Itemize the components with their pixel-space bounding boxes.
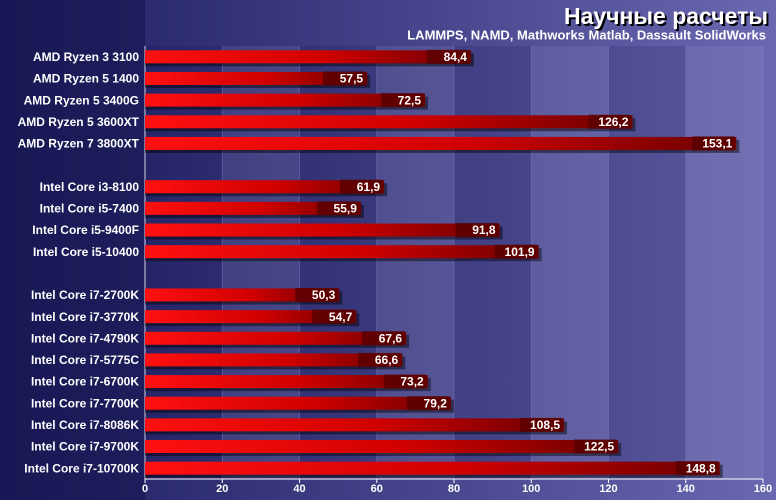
value-label: 72,5	[398, 93, 422, 107]
value-label: 108,5	[530, 418, 560, 432]
bar	[145, 331, 407, 345]
x-tick-label: 40	[293, 483, 305, 495]
value-label: 126,2	[598, 115, 628, 129]
value-label: 73,2	[400, 375, 424, 389]
value-label-box	[383, 374, 426, 389]
y-tick-label: Intel Core i5-7400	[40, 202, 140, 216]
value-label: 91,8	[472, 223, 496, 237]
value-label-box	[406, 396, 449, 411]
x-tick-label: 0	[142, 483, 148, 495]
bar	[145, 396, 451, 410]
bar	[145, 288, 340, 302]
x-tick-label: 60	[371, 483, 383, 495]
x-tick-label: 160	[754, 483, 772, 495]
bar	[145, 180, 385, 194]
plot-band	[608, 46, 686, 479]
plot-band	[685, 46, 763, 479]
bar	[145, 136, 737, 150]
bar	[145, 71, 368, 85]
bar	[145, 93, 426, 107]
bar	[145, 461, 720, 475]
title-shadow: Научные расчеты	[566, 5, 770, 31]
bar	[145, 223, 500, 237]
y-tick-label: AMD Ryzen 5 3400G	[24, 93, 139, 107]
bar	[145, 418, 565, 432]
value-label-box	[520, 417, 563, 432]
y-tick-label: Intel Core i7-10700K	[24, 461, 139, 475]
value-label: 54,7	[329, 310, 353, 324]
y-tick-label: AMD Ryzen 3 3100	[33, 50, 139, 64]
y-tick-label: Intel Core i7-5775C	[31, 353, 139, 367]
x-tick-label: 20	[216, 483, 228, 495]
value-label-box	[316, 201, 359, 216]
value-label: 61,9	[357, 180, 381, 194]
x-tick-label: 120	[599, 483, 617, 495]
x-tick-label: 140	[677, 483, 695, 495]
value-label: 66,6	[375, 353, 399, 367]
value-label-box	[323, 71, 366, 86]
value-label: 57,5	[340, 72, 364, 86]
x-tick-label: 100	[522, 483, 540, 495]
y-tick-label: Intel Core i7-6700K	[31, 375, 139, 389]
value-label-box	[574, 439, 617, 454]
plot-band	[531, 46, 609, 479]
value-label-box	[494, 244, 537, 259]
bar	[145, 115, 633, 129]
bar	[145, 375, 428, 389]
value-label-box	[295, 287, 338, 302]
value-label: 55,9	[334, 202, 358, 216]
value-label-box	[340, 179, 383, 194]
y-tick-label: Intel Core i5-10400	[33, 245, 139, 259]
value-label: 84,4	[444, 50, 468, 64]
label-panel	[0, 0, 145, 500]
value-label-box	[455, 223, 498, 238]
value-label-box	[588, 114, 631, 129]
value-label: 148,8	[686, 461, 716, 475]
value-label: 50,3	[312, 288, 336, 302]
bar	[145, 50, 471, 64]
plot-band	[145, 46, 223, 479]
value-label: 101,9	[505, 245, 535, 259]
y-tick-label: AMD Ryzen 5 1400	[33, 72, 139, 86]
y-tick-label: Intel Core i7-8086K	[31, 418, 139, 432]
chart-title: Научные расчеты	[564, 3, 768, 29]
value-label-box	[381, 93, 424, 108]
value-label-box	[692, 136, 735, 151]
y-tick-label: AMD Ryzen 7 3800XT	[18, 137, 140, 151]
y-tick-label: Intel Core i7-2700K	[31, 288, 139, 302]
x-tick-label: 80	[448, 483, 460, 495]
plot-band	[454, 46, 532, 479]
bar	[145, 245, 539, 259]
value-label-box	[675, 461, 718, 476]
chart-subtitle: LAMMPS, NAMD, Mathworks Matlab, Dassault…	[407, 27, 766, 42]
value-label-box	[312, 309, 355, 324]
bar	[145, 310, 357, 324]
plot-band	[376, 46, 454, 479]
y-tick-label: Intel Core i5-9400F	[32, 223, 139, 237]
value-label-box	[358, 352, 401, 367]
value-label-box	[362, 331, 405, 346]
bar	[145, 201, 361, 215]
y-tick-label: AMD Ryzen 5 3600XT	[18, 115, 140, 129]
y-tick-label: Intel Core i3-8100	[40, 180, 140, 194]
plot-band	[299, 46, 377, 479]
bar	[145, 440, 619, 454]
value-label: 122,5	[584, 440, 614, 454]
y-tick-label: Intel Core i7-9700K	[31, 440, 139, 454]
value-label-box	[426, 49, 469, 64]
value-label: 153,1	[702, 137, 732, 151]
value-label: 79,2	[424, 396, 448, 410]
y-tick-label: Intel Core i7-3770K	[31, 310, 139, 324]
y-tick-label: Intel Core i7-7700K	[31, 396, 139, 410]
bar	[145, 353, 403, 367]
value-label: 67,6	[379, 331, 403, 345]
y-tick-label: Intel Core i7-4790K	[31, 331, 139, 345]
plot-band	[222, 46, 300, 479]
